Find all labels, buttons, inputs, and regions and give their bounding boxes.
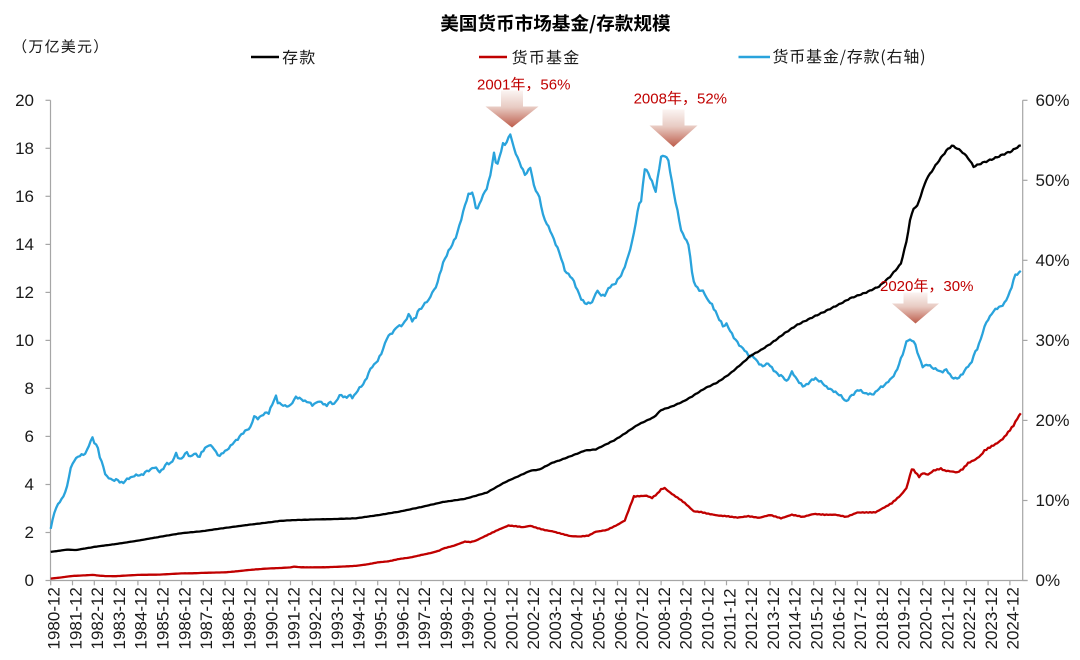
svg-text:2019-12: 2019-12: [895, 587, 914, 649]
svg-text:14: 14: [15, 235, 34, 254]
svg-text:1999-12: 1999-12: [459, 587, 478, 649]
svg-text:2020: 2020: [880, 278, 913, 295]
svg-text:2007-12: 2007-12: [633, 587, 652, 649]
svg-text:2017-12: 2017-12: [851, 587, 870, 649]
svg-text:2015-12: 2015-12: [808, 587, 827, 649]
svg-text:2008: 2008: [634, 91, 667, 108]
svg-text:0%: 0%: [1036, 571, 1061, 590]
svg-text:2018-12: 2018-12: [873, 587, 892, 649]
svg-text:2012-12: 2012-12: [742, 587, 761, 649]
svg-text:2016-12: 2016-12: [829, 587, 848, 649]
svg-text:2004-12: 2004-12: [568, 587, 587, 649]
svg-text:1982-12: 1982-12: [88, 587, 107, 649]
svg-text:1997-12: 1997-12: [415, 587, 434, 649]
svg-text:2003-12: 2003-12: [546, 587, 565, 649]
svg-text:52%: 52%: [697, 91, 727, 108]
svg-text:30%: 30%: [943, 278, 973, 295]
svg-text:1985-12: 1985-12: [154, 587, 173, 649]
svg-text:50%: 50%: [1036, 171, 1070, 190]
svg-text:2000-12: 2000-12: [481, 587, 500, 649]
svg-text:56%: 56%: [540, 77, 570, 94]
svg-text:2020-12: 2020-12: [917, 587, 936, 649]
svg-text:2002-12: 2002-12: [524, 587, 543, 649]
svg-text:2022-12: 2022-12: [960, 587, 979, 649]
svg-text:2010-12: 2010-12: [699, 587, 718, 649]
svg-text:2: 2: [25, 523, 34, 542]
svg-text:2014-12: 2014-12: [786, 587, 805, 649]
svg-text:1987-12: 1987-12: [197, 587, 216, 649]
svg-text:1986-12: 1986-12: [175, 587, 194, 649]
svg-text:2001-12: 2001-12: [502, 587, 521, 649]
svg-text:20: 20: [15, 91, 34, 110]
svg-text:1981-12: 1981-12: [66, 587, 85, 649]
svg-text:1993-12: 1993-12: [328, 587, 347, 649]
svg-text:2005-12: 2005-12: [590, 587, 609, 649]
svg-text:1983-12: 1983-12: [110, 587, 129, 649]
svg-text:10: 10: [15, 331, 34, 350]
svg-text:60%: 60%: [1036, 91, 1070, 110]
svg-text:2009-12: 2009-12: [677, 587, 696, 649]
svg-text:2024-12: 2024-12: [1004, 587, 1023, 649]
svg-text:8: 8: [25, 379, 34, 398]
svg-text:2021-12: 2021-12: [938, 587, 957, 649]
svg-text:20%: 20%: [1036, 411, 1070, 430]
svg-text:4: 4: [25, 475, 34, 494]
svg-text:1996-12: 1996-12: [393, 587, 412, 649]
svg-text:1994-12: 1994-12: [350, 587, 369, 649]
svg-text:2023-12: 2023-12: [982, 587, 1001, 649]
svg-text:2006-12: 2006-12: [611, 587, 630, 649]
svg-text:0: 0: [25, 571, 34, 590]
svg-text:1984-12: 1984-12: [132, 587, 151, 649]
svg-text:2008-12: 2008-12: [655, 587, 674, 649]
svg-text:1991-12: 1991-12: [284, 587, 303, 649]
svg-text:1989-12: 1989-12: [241, 587, 260, 649]
svg-text:10%: 10%: [1036, 491, 1070, 510]
svg-text:12: 12: [15, 283, 34, 302]
svg-text:1980-12: 1980-12: [45, 587, 64, 649]
svg-text:1990-12: 1990-12: [263, 587, 282, 649]
svg-text:6: 6: [25, 427, 34, 446]
svg-text:30%: 30%: [1036, 331, 1070, 350]
svg-text:2011-12: 2011-12: [720, 588, 739, 649]
svg-text:1995-12: 1995-12: [372, 587, 391, 649]
svg-text:16: 16: [15, 187, 34, 206]
svg-text:1992-12: 1992-12: [306, 587, 325, 649]
svg-text:40%: 40%: [1036, 251, 1070, 270]
svg-text:2001: 2001: [477, 77, 510, 94]
svg-text:2013-12: 2013-12: [764, 587, 783, 649]
svg-text:1998-12: 1998-12: [437, 587, 456, 649]
svg-text:1988-12: 1988-12: [219, 587, 238, 649]
svg-text:18: 18: [15, 139, 34, 158]
